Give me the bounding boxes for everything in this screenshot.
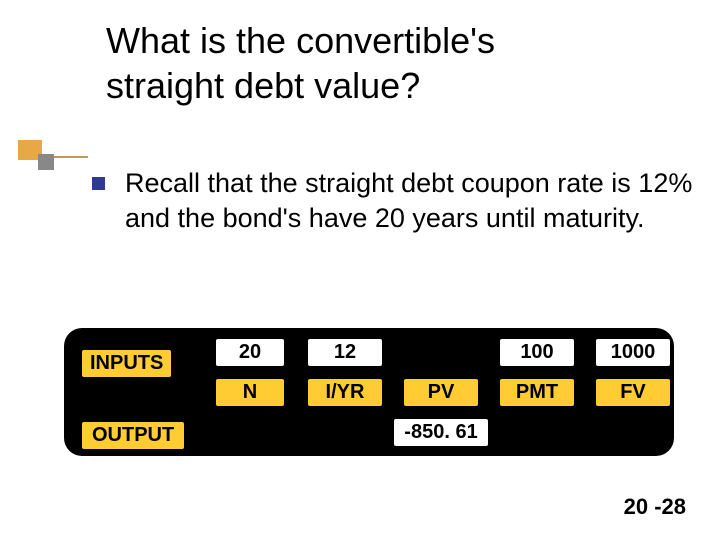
page-number: 20 -28 (624, 494, 686, 520)
input-value-n: 20 (214, 337, 286, 368)
bullet-item: Recall that the straight debt coupon rat… (92, 166, 700, 235)
output-label: OUTPUT (80, 420, 186, 451)
key-pv: PV (402, 377, 480, 408)
title-line-1: What is the convertible's (106, 20, 495, 61)
slide-title: What is the convertible's straight debt … (106, 18, 495, 108)
input-value-iyr: 12 (306, 337, 384, 368)
input-value-pmt: 100 (498, 337, 576, 368)
output-value: -850. 61 (392, 417, 490, 448)
inputs-label: INPUTS (80, 348, 173, 379)
body-text: Recall that the straight debt coupon rat… (125, 166, 700, 235)
key-n: N (214, 377, 286, 408)
key-iyr: I/YR (306, 377, 384, 408)
square-bullet-icon (92, 177, 105, 190)
corner-decoration (18, 140, 66, 172)
key-pmt: PMT (498, 377, 576, 408)
title-line-2: straight debt value? (106, 65, 420, 106)
key-fv: FV (594, 377, 672, 408)
input-value-fv: 1000 (594, 337, 672, 368)
